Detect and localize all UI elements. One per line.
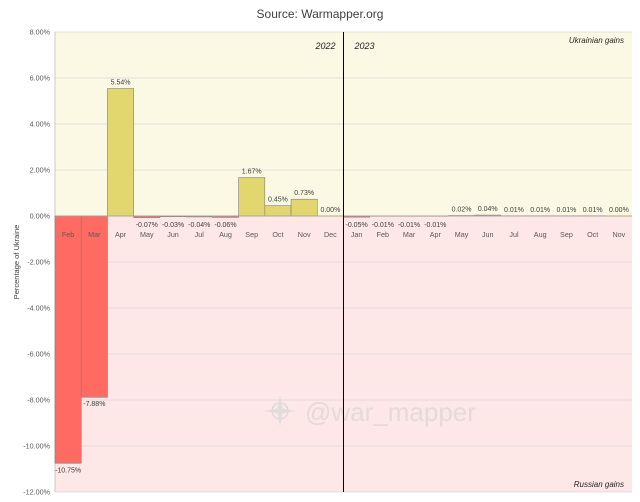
- data-label: 5.54%: [111, 80, 131, 87]
- data-label: 0.02%: [452, 207, 472, 214]
- data-label: -10.75%: [55, 467, 81, 474]
- x-tick-label: Jul: [195, 230, 205, 239]
- y-tick-label: -10.00%: [23, 442, 50, 451]
- data-label: 0.01%: [530, 207, 550, 214]
- data-label: -0.05%: [346, 222, 368, 229]
- y-tick-label: 8.00%: [30, 28, 51, 37]
- y-tick-label: 6.00%: [30, 74, 51, 83]
- data-label: 0.73%: [294, 190, 314, 197]
- x-tick-label: Sep: [560, 230, 573, 239]
- bar-8: [238, 177, 266, 217]
- x-tick-label: Apr: [115, 230, 127, 239]
- x-tick-label: May: [140, 230, 154, 239]
- y-tick-label: -6.00%: [27, 350, 50, 359]
- data-label: -0.01%: [424, 222, 446, 229]
- ukrainian-gains-label: Ukrainian gains: [569, 36, 624, 45]
- data-label: -0.03%: [162, 222, 184, 229]
- bar-2: [80, 215, 108, 398]
- y-tick-label: 4.00%: [30, 120, 51, 129]
- x-tick-label: Feb: [62, 230, 74, 239]
- y-tick-label: -12.00%: [23, 488, 50, 497]
- x-tick-label: Jul: [509, 230, 519, 239]
- bar-9: [264, 205, 292, 217]
- data-label: 0.01%: [557, 207, 577, 214]
- y-tick-label: 2.00%: [30, 166, 51, 175]
- x-tick-label: Nov: [612, 230, 625, 239]
- x-tick-label: Mar: [403, 230, 416, 239]
- x-tick-label: Oct: [272, 230, 283, 239]
- x-tick-label: Dec: [324, 230, 337, 239]
- data-label: -0.07%: [136, 222, 158, 229]
- x-tick-label: Oct: [587, 230, 598, 239]
- chart-title: Source: Warmapper.org: [256, 7, 384, 21]
- data-label: -7.88%: [83, 401, 105, 408]
- x-tick-label: May: [455, 230, 469, 239]
- bar-1: [54, 215, 82, 464]
- x-tick-label: Mar: [88, 230, 101, 239]
- x-tick-label: Aug: [534, 230, 547, 239]
- y-axis-title: Percentage of Ukraine: [12, 225, 21, 300]
- x-tick-label: Jan: [351, 230, 363, 239]
- year-divider: 2022 2023: [314, 32, 375, 492]
- year-label-2022: 2022: [314, 41, 335, 51]
- x-tick-label: Aug: [219, 230, 232, 239]
- y-tick-label: -4.00%: [27, 304, 50, 313]
- data-label: 0.01%: [583, 207, 603, 214]
- y-tick-label: 0.00%: [30, 212, 51, 221]
- labels: Feb-10.75%Mar-7.88%Apr5.54%May-0.07%Jun-…: [12, 36, 629, 489]
- data-label: -0.06%: [214, 222, 236, 229]
- data-label: -0.01%: [398, 222, 420, 229]
- x-tick-label: Sep: [245, 230, 258, 239]
- year-label-2023: 2023: [354, 41, 375, 51]
- data-label: 0.00%: [320, 207, 340, 214]
- watermark-layer: @war_mapper: [264, 395, 476, 427]
- bar-3: [107, 88, 134, 217]
- data-label: -0.04%: [188, 222, 210, 229]
- bar-10: [290, 198, 318, 217]
- russian-gains-label: Russian gains: [574, 480, 624, 489]
- x-tick-label: Nov: [298, 230, 311, 239]
- watermark-text: @war_mapper: [305, 397, 476, 427]
- data-label: 1.67%: [242, 169, 262, 176]
- compass-star-icon: [264, 395, 296, 427]
- data-label: 0.00%: [609, 207, 629, 214]
- data-label: 0.45%: [268, 197, 288, 204]
- x-tick-label: Jun: [482, 230, 494, 239]
- y-tick-label: -2.00%: [27, 258, 50, 267]
- x-tick-label: Jun: [167, 230, 179, 239]
- data-label: 0.04%: [478, 206, 498, 213]
- data-label: -0.01%: [372, 222, 394, 229]
- x-tick-label: Apr: [430, 230, 442, 239]
- y-tick-label: -8.00%: [27, 396, 50, 405]
- x-tick-label: Feb: [377, 230, 389, 239]
- data-label: 0.01%: [504, 207, 524, 214]
